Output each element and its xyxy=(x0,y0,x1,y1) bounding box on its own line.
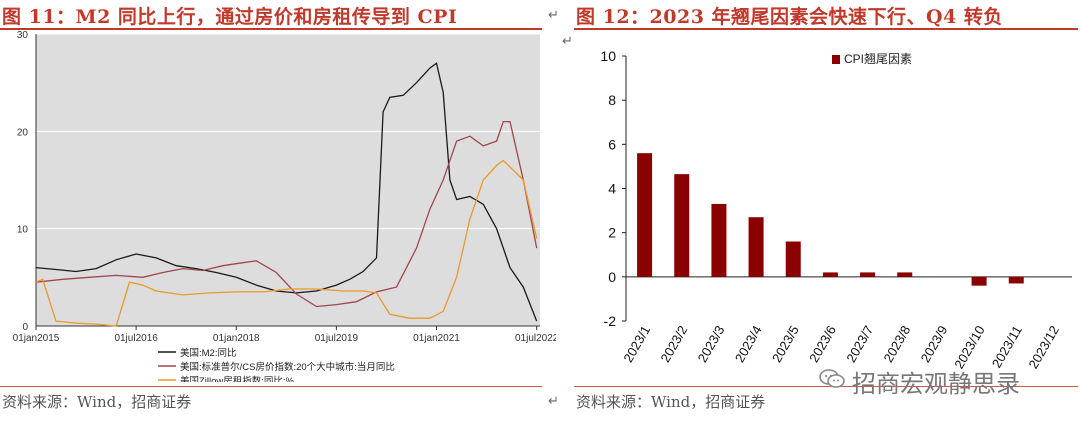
y-tick-label: 6 xyxy=(608,136,616,152)
return-mark-icon: ↵ xyxy=(562,34,573,49)
plot-background xyxy=(36,34,540,326)
left-source-text: 资料来源：Wind，招商证券 xyxy=(2,393,192,411)
series-line-2 xyxy=(35,120,538,308)
x-tick-label: 2023/2 xyxy=(657,323,690,365)
x-tick-label: 2023/7 xyxy=(843,323,876,365)
y-tick-label: 30 xyxy=(17,30,29,41)
y-tick-label: 0 xyxy=(22,322,28,333)
legend-label: 美国:M2:同比 xyxy=(180,347,236,359)
x-tick-label: 01jul2016 xyxy=(114,333,158,344)
x-tick-label: 2023/1 xyxy=(620,323,653,365)
bar-2023/7 xyxy=(860,272,876,277)
x-tick-label: 2023/9 xyxy=(918,323,951,365)
x-tick-label: 01jan2018 xyxy=(213,333,260,344)
legend-label: CPI翘尾因素 xyxy=(844,52,912,66)
x-tick-label: 2023/3 xyxy=(695,323,728,365)
right-source-text: 资料来源：Wind，招商证券 xyxy=(576,393,766,411)
left-title-rule xyxy=(0,28,542,30)
series-line-3 xyxy=(35,159,538,327)
x-tick-label: 01jan2021 xyxy=(413,333,460,344)
bar-2023/6 xyxy=(822,272,838,277)
bar-2023/5 xyxy=(785,241,801,277)
y-tick-label: 10 xyxy=(17,225,29,236)
y-tick-label: 10 xyxy=(600,48,616,64)
bar-2023/2 xyxy=(674,174,690,277)
legend-swatch xyxy=(832,55,840,64)
x-tick-label: 2023/8 xyxy=(880,323,913,365)
return-mark-icon: ↵ xyxy=(548,8,559,23)
y-tick-label: 20 xyxy=(17,127,29,138)
x-tick-label: 2023/12 xyxy=(1026,323,1062,371)
x-tick-label: 01jul2019 xyxy=(315,333,359,344)
x-tick-label: 2023/6 xyxy=(806,323,839,365)
bar-2023/1 xyxy=(637,153,653,277)
bar-2023/11 xyxy=(1008,276,1024,284)
return-mark-icon: ↵ xyxy=(548,394,559,409)
bar-2023/8 xyxy=(897,272,913,277)
x-tick-label: 2023/5 xyxy=(769,323,802,365)
legend-label: 美国:标准普尔/CS房价指数:20个大中城市:当月同比 xyxy=(180,361,395,373)
y-tick-label: 2 xyxy=(608,225,616,241)
right-panel-title: 图 12：2023 年翘尾因素会快速下行、Q4 转负 xyxy=(576,6,1003,28)
left-source-rule xyxy=(0,386,542,387)
right-title-rule xyxy=(574,28,1078,30)
right-source-rule xyxy=(574,386,1078,387)
series-line-1 xyxy=(35,62,538,322)
bar-2023/4 xyxy=(748,217,764,277)
legend-label: 美国Zillow房租指数:同比:% xyxy=(180,375,295,382)
y-tick-label: 4 xyxy=(608,181,616,197)
y-tick-label: 0 xyxy=(608,269,616,285)
wechat-icon xyxy=(819,369,845,388)
watermark-text: 招商宏观静思录 xyxy=(852,370,1020,398)
y-tick-label: 8 xyxy=(608,92,616,108)
left-panel-title: 图 11：M2 同比上行，通过房价和房租传导到 CPI xyxy=(2,6,458,28)
x-tick-label: 01jan2015 xyxy=(13,333,60,344)
line-chart: 0 10 20 30 01jan2015 01jul2016 01jan2018 01jul2… xyxy=(13,30,556,382)
x-tick-label: 2023/4 xyxy=(732,323,765,365)
bar-2023/3 xyxy=(711,203,727,277)
x-tick-label: 01jul2022 xyxy=(515,333,556,344)
bar-2023/10 xyxy=(971,276,987,286)
y-tick-label: -2 xyxy=(604,313,617,329)
